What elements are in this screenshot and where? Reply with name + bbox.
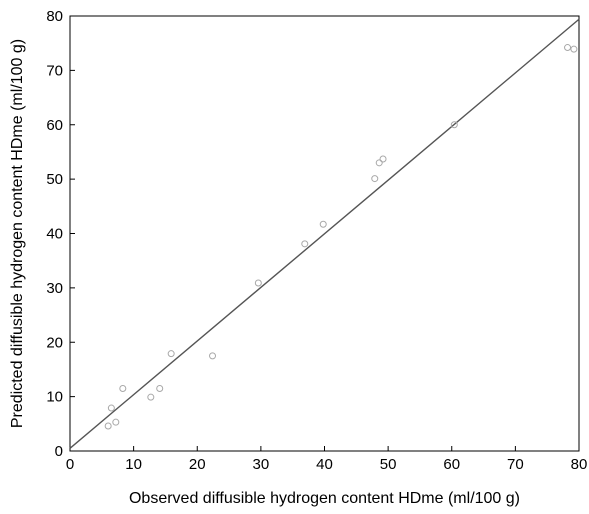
data-point — [379, 155, 387, 163]
axis-ticks: 0 10 20 30 40 50 60 70 80 0 10 20 30 40 50 60 70 80 — [46, 8, 587, 473]
data-point — [375, 159, 383, 167]
y-tick-label: 60 — [46, 117, 63, 134]
y-axis-title: Predicted diffusible hydrogen content HD… — [9, 39, 26, 428]
x-tick-label: 50 — [380, 456, 397, 473]
x-tick-label: 20 — [189, 456, 206, 473]
y-tick-label: 10 — [46, 389, 63, 406]
fit-line — [69, 18, 580, 449]
y-tick-label: 70 — [46, 62, 63, 79]
x-tick-label: 70 — [507, 456, 524, 473]
y-tick-label: 80 — [46, 8, 63, 25]
y-tick-label: 50 — [46, 171, 63, 188]
data-point — [254, 279, 262, 287]
x-tick-label: 10 — [125, 456, 142, 473]
y-tick-label: 20 — [46, 334, 63, 351]
x-tick-label: 30 — [253, 456, 270, 473]
data-point — [156, 384, 164, 392]
data-point — [209, 352, 217, 360]
data-point — [167, 350, 175, 358]
x-tick-label: 40 — [316, 456, 333, 473]
data-point — [112, 418, 120, 426]
data-point — [104, 422, 112, 430]
y-tick-label: 40 — [46, 226, 63, 243]
data-point — [450, 121, 458, 129]
data-point — [570, 45, 578, 53]
fit-line-layer — [69, 18, 580, 449]
data-point — [564, 44, 572, 52]
x-tick-label: 0 — [66, 456, 74, 473]
data-point — [319, 220, 327, 228]
data-point — [371, 175, 379, 183]
data-point — [301, 240, 309, 248]
y-tick-label: 0 — [55, 443, 63, 460]
data-points — [104, 44, 578, 430]
x-tick-label: 80 — [571, 456, 588, 473]
data-point — [107, 404, 115, 412]
data-point — [147, 393, 155, 401]
x-axis-title: Observed diffusible hydrogen content HDm… — [129, 490, 520, 507]
data-point — [119, 384, 127, 392]
x-tick-label: 60 — [443, 456, 460, 473]
y-tick-label: 30 — [46, 280, 63, 297]
